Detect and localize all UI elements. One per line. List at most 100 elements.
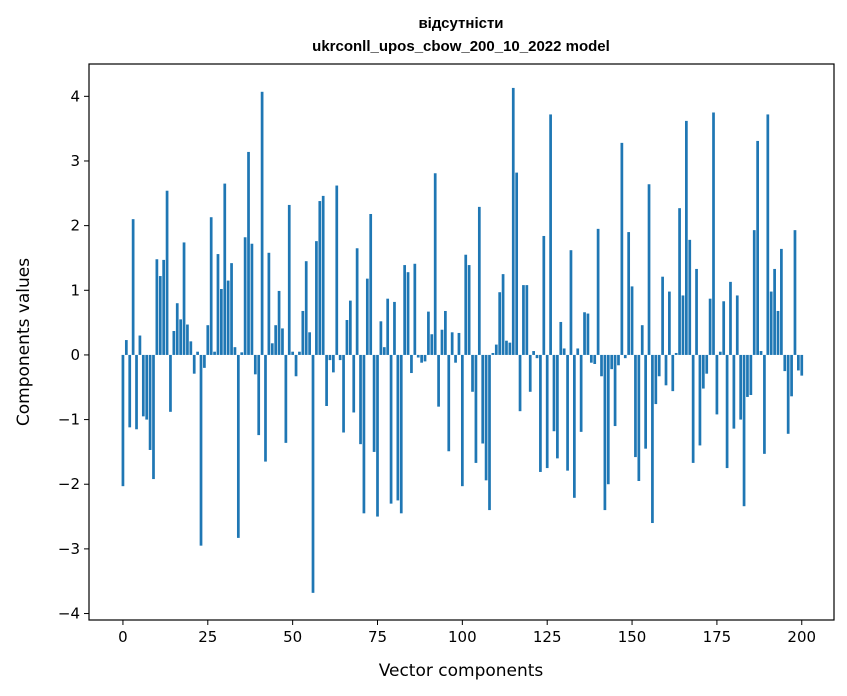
bar-158 <box>657 354 661 377</box>
bar-105 <box>477 206 481 355</box>
bar-155 <box>647 184 651 355</box>
bar-2 <box>128 354 132 428</box>
bar-141 <box>600 354 603 377</box>
bar-194 <box>780 248 783 355</box>
bar-69 <box>355 248 359 355</box>
bar-34 <box>236 354 240 538</box>
x-tick-label: 50 <box>283 628 302 646</box>
y-tick-label: −3 <box>58 540 80 558</box>
chart-title: відсутністи <box>418 15 503 32</box>
bar-126 <box>549 114 552 355</box>
bar-189 <box>763 354 766 454</box>
bar-170 <box>698 354 702 446</box>
plot-frame <box>88 63 835 621</box>
bar-18 <box>182 242 186 355</box>
bar-91 <box>430 334 434 355</box>
bar-97 <box>450 332 454 355</box>
bar-146 <box>617 354 620 366</box>
bar-87 <box>416 354 420 358</box>
bar-57 <box>315 241 318 355</box>
bar-16 <box>175 303 179 355</box>
bar-64 <box>338 354 342 361</box>
bar-28 <box>216 254 220 355</box>
bar-168 <box>691 354 695 463</box>
bar-156 <box>651 354 654 524</box>
bar-98 <box>454 354 457 363</box>
bar-71 <box>362 354 366 514</box>
bar-198 <box>793 230 797 355</box>
bar-185 <box>749 354 753 396</box>
bar-67 <box>348 300 352 355</box>
bar-31 <box>226 280 230 355</box>
bar-147 <box>620 142 624 355</box>
bar-176 <box>718 351 722 355</box>
bar-196 <box>786 354 790 434</box>
bar-193 <box>776 310 780 355</box>
bar-76 <box>379 321 383 355</box>
bar-199 <box>797 354 800 371</box>
chart-subtitle: ukrconll_upos_cbow_200_10_2022 model <box>312 38 610 55</box>
bar-32 <box>230 263 233 355</box>
bar-27 <box>213 351 216 355</box>
bar-24 <box>203 354 206 368</box>
bar-162 <box>671 354 675 392</box>
bar-72 <box>365 278 369 355</box>
y-tick-label: 0 <box>70 346 80 364</box>
bar-106 <box>481 354 485 444</box>
bar-14 <box>169 354 172 412</box>
bar-173 <box>708 298 712 355</box>
bar-103 <box>471 354 474 392</box>
bar-62 <box>332 354 335 373</box>
x-tick-label: 150 <box>618 628 647 646</box>
x-axis-label: Vector components <box>379 661 544 681</box>
bar-1 <box>124 340 128 355</box>
bar-152 <box>637 354 641 481</box>
bar-148 <box>623 354 627 359</box>
bar-124 <box>542 235 546 355</box>
bar-88 <box>420 354 423 363</box>
bar-96 <box>447 354 451 452</box>
bar-78 <box>386 298 390 355</box>
bar-44 <box>270 343 274 355</box>
bar-92 <box>433 173 437 355</box>
bar-112 <box>501 274 505 355</box>
bar-51 <box>294 354 298 377</box>
bar-119 <box>525 285 529 355</box>
bar-26 <box>209 217 213 355</box>
bar-167 <box>688 239 692 355</box>
bar-142 <box>603 354 607 511</box>
bar-143 <box>606 354 610 485</box>
bar-68 <box>352 354 356 413</box>
bar-54 <box>304 261 308 355</box>
bar-43 <box>267 252 271 355</box>
x-tick-label: 25 <box>198 628 217 646</box>
bar-73 <box>369 213 373 355</box>
y-tick-label: 3 <box>70 152 80 170</box>
bar-23 <box>199 354 203 546</box>
bar-11 <box>158 276 162 355</box>
bar-59 <box>321 195 325 355</box>
bar-82 <box>399 354 403 514</box>
bar-40 <box>257 354 261 436</box>
bar-182 <box>739 354 743 420</box>
x-tick-label: 0 <box>118 628 128 646</box>
x-tick-label: 75 <box>368 628 387 646</box>
bar-4 <box>135 354 138 430</box>
bar-102 <box>467 265 471 355</box>
bar-137 <box>586 313 590 355</box>
bar-178 <box>725 354 729 469</box>
bar-150 <box>630 286 634 355</box>
bar-118 <box>522 285 525 355</box>
bar-160 <box>664 354 668 386</box>
bar-192 <box>773 268 776 355</box>
bar-46 <box>277 290 281 355</box>
bar-122 <box>535 354 539 359</box>
bar-81 <box>396 354 400 501</box>
bar-41 <box>260 91 264 355</box>
bar-99 <box>457 332 461 355</box>
bar-86 <box>413 263 417 355</box>
bar-83 <box>403 265 407 355</box>
y-tick-label: −1 <box>58 411 80 429</box>
bar-191 <box>769 291 773 355</box>
